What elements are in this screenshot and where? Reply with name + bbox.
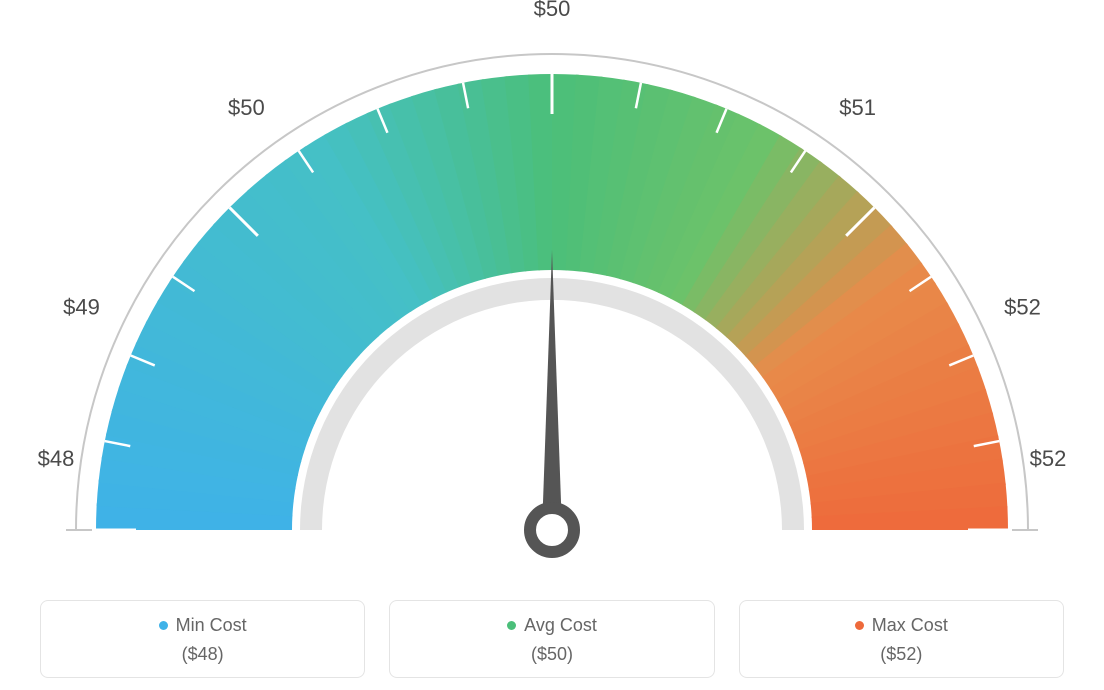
gauge-tick-label: $49 [63, 294, 100, 319]
legend-value-avg: ($50) [400, 644, 703, 665]
gauge-chart: $48 $49 $50 $50 $51 $52 $52 [0, 0, 1104, 590]
gauge-svg: $48 $49 $50 $50 $51 $52 $52 [0, 0, 1104, 590]
legend-card-avg: Avg Cost ($50) [389, 600, 714, 678]
legend-card-max: Max Cost ($52) [739, 600, 1064, 678]
legend-dot-avg [507, 621, 516, 630]
gauge-tick-label: $50 [228, 95, 265, 120]
legend-label-avg: Avg Cost [524, 615, 597, 636]
gauge-tick-label: $52 [1030, 446, 1067, 471]
legend-dot-max [855, 621, 864, 630]
legend-card-min: Min Cost ($48) [40, 600, 365, 678]
legend-label-min: Min Cost [176, 615, 247, 636]
gauge-tick-label: $48 [38, 446, 75, 471]
legend-row: Min Cost ($48) Avg Cost ($50) Max Cost (… [40, 600, 1064, 678]
legend-value-min: ($48) [51, 644, 354, 665]
legend-label-max: Max Cost [872, 615, 948, 636]
legend-value-max: ($52) [750, 644, 1053, 665]
legend-dot-min [159, 621, 168, 630]
gauge-tick-label: $52 [1004, 294, 1041, 319]
legend-title-avg: Avg Cost [507, 615, 597, 636]
legend-title-min: Min Cost [159, 615, 247, 636]
legend-title-max: Max Cost [855, 615, 948, 636]
gauge-tick-label: $50 [534, 0, 571, 21]
gauge-tick-label: $51 [839, 95, 876, 120]
